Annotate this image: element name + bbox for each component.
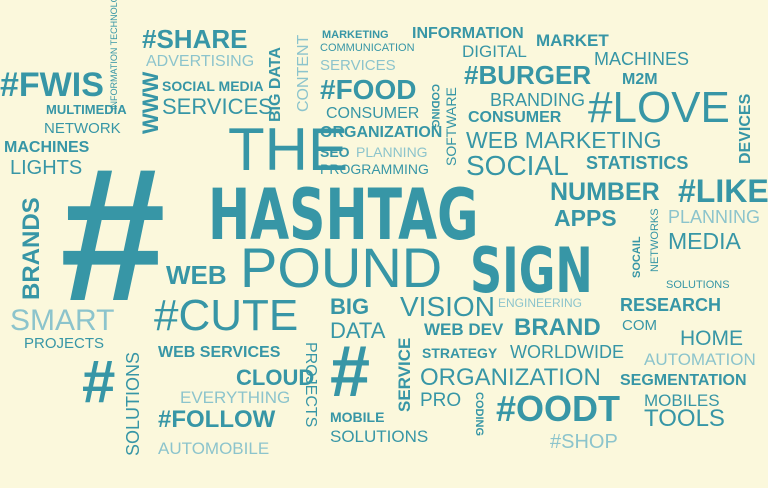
word-projects-left: PROJECTS: [24, 335, 105, 352]
word-machines-left: MACHINES: [4, 139, 90, 156]
word-follow: #FOLLOW: [158, 406, 276, 433]
word-www: WWW: [138, 71, 163, 134]
word-number: NUMBER: [550, 178, 660, 206]
word-social-media: SOCIAL MEDIA: [162, 78, 264, 94]
word-communication: COMMUNICATION: [320, 42, 415, 54]
word-the: THE: [228, 116, 348, 183]
word-tools: TOOLS: [644, 405, 725, 432]
word-web-services: WEB SERVICES: [158, 344, 281, 361]
word-coding-bottom: CODING: [473, 392, 485, 436]
word-data: DATA: [330, 318, 386, 343]
word-love: #LOVE: [588, 83, 730, 132]
word-burger: #BURGER: [464, 60, 592, 90]
word-solutions-right: SOLUTIONS: [666, 279, 730, 291]
word-software: SOFTWARE: [443, 87, 459, 166]
word-vision: VISION: [400, 291, 495, 322]
word-m2m: M2M: [622, 71, 658, 88]
word-automation: AUTOMATION: [644, 350, 756, 369]
word-oodt: #OODT: [496, 388, 621, 429]
word-research: RESEARCH: [620, 295, 722, 315]
word-apps: APPS: [554, 205, 617, 231]
word-shop: #SHOP: [550, 431, 618, 453]
word-devices: DEVICES: [737, 93, 754, 164]
word-services-top: SERVICES: [320, 57, 396, 74]
word-web-marketing: WEB MARKETING: [466, 127, 662, 153]
word-advertising: ADVERTISING: [146, 53, 255, 70]
word-brand: BRAND: [514, 314, 601, 341]
word-networks: NETWORKS: [649, 208, 661, 272]
word-media: MEDIA: [668, 228, 741, 254]
word-share: #SHARE: [142, 24, 248, 54]
word-organization-bottom: ORGANIZATION: [420, 364, 601, 391]
word-coding-top: CODING: [429, 84, 441, 128]
word-service: SERVICE: [395, 337, 414, 412]
word-engineering: ENGINEERING: [498, 296, 583, 310]
word-home: HOME: [680, 327, 743, 350]
word-mobile: MOBILE: [330, 409, 385, 425]
word-services: SERVICES: [162, 94, 273, 119]
word-web: WEB: [166, 260, 227, 290]
word-food: #FOOD: [320, 74, 417, 105]
word-planning-top: PLANNING: [356, 144, 428, 160]
word-big-data-vertical: BIG DATA: [267, 47, 284, 122]
word-segmentation: SEGMENTATION: [620, 372, 747, 389]
word-consumer-top: CONSUMER: [326, 105, 420, 122]
word-programming: PROGRAMMING: [320, 161, 429, 177]
word-planning-right: PLANNING: [668, 207, 761, 227]
word-hashtag: HASHTAG: [208, 174, 479, 256]
word-seo: SEO: [320, 144, 350, 160]
word-multimedia: MULTIMEDIA: [46, 102, 127, 117]
word-information-technology: INFORMATION TECHNOLOGY: [109, 0, 119, 110]
word-hash-mid: #: [330, 332, 371, 412]
word-lights: LIGHTS: [10, 157, 83, 179]
word-branding: BRANDING: [490, 90, 586, 110]
word-big: BIG: [330, 294, 370, 319]
word-web-dev: WEB DEV: [424, 320, 504, 339]
word-information: INFORMATION: [412, 25, 524, 42]
word-cloud: CLOUD: [236, 365, 315, 390]
word-everything: EVERYTHING: [180, 388, 291, 407]
word-strategy: STRATEGY: [422, 345, 498, 361]
word-socail: SOCAIL: [631, 236, 643, 278]
word-cute: #CUTE: [154, 291, 299, 340]
word-market: MARKET: [536, 31, 609, 50]
word-digital: DIGITAL: [462, 42, 527, 61]
word-organization-top: ORGANIZATION: [320, 124, 443, 141]
word-statistics: STATISTICS: [586, 153, 689, 173]
word-like: #LIKE: [678, 173, 768, 209]
word-marketing: MARKETING: [322, 29, 389, 41]
word-fwis: #FWIS: [0, 66, 104, 104]
word-social: SOCIAL: [466, 150, 569, 181]
word-com: COM: [622, 317, 657, 334]
word-mobiles: MOBILES: [644, 391, 720, 410]
word-smart: SMART: [10, 304, 115, 337]
word-pound: POUND: [240, 236, 443, 299]
word-content: CONTENT: [295, 34, 312, 112]
word-hash-big: #: [60, 129, 166, 341]
word-network: NETWORK: [44, 120, 121, 137]
word-automobile: AUTOMOBILE: [158, 439, 270, 458]
word-solutions-vertical: SOLUTIONS: [123, 351, 143, 456]
word-hash-small: #: [82, 348, 116, 415]
word-machines-right: MACHINES: [594, 49, 690, 69]
word-sign: SIGN: [470, 234, 593, 307]
word-brands: BRANDS: [18, 197, 45, 300]
word-pro: PRO: [420, 390, 462, 411]
word-consumer-right: CONSUMER: [468, 109, 562, 126]
word-solutions-bottom: SOLUTIONS: [330, 427, 429, 446]
word-worldwide: WORLDWIDE: [510, 342, 624, 362]
